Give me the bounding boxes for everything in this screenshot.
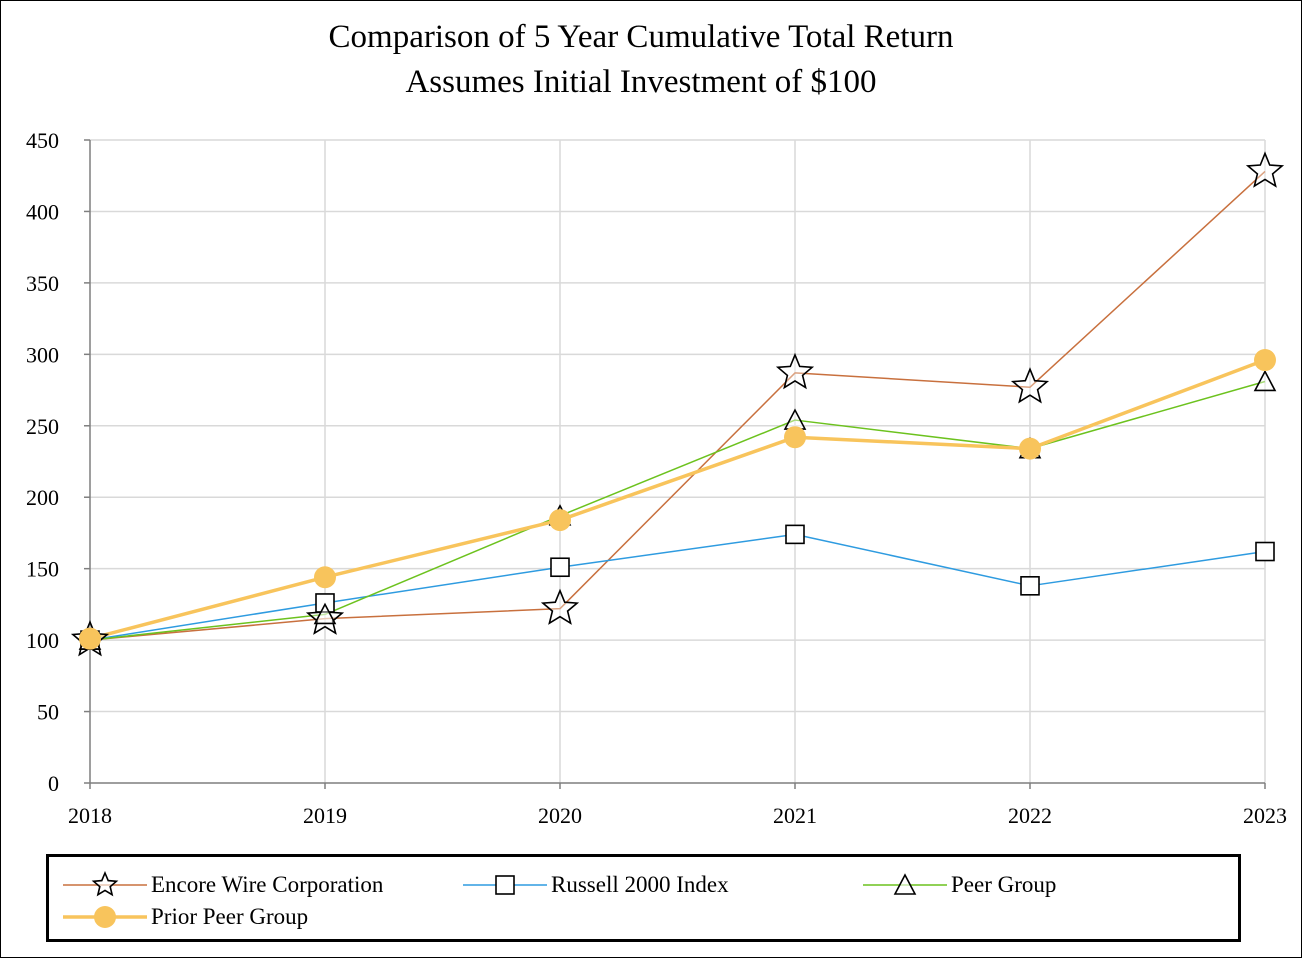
legend-star-marker-icon: [63, 871, 147, 897]
x-tick-label: 2023: [1243, 803, 1287, 828]
y-tick-label: 350: [26, 271, 59, 296]
data-point-circle: [314, 566, 336, 589]
chart-title: Comparison of 5 Year Cumulative Total Re…: [328, 19, 954, 55]
y-tick-label: 0: [48, 771, 59, 796]
legend-label: Encore Wire Corporation: [151, 872, 384, 897]
data-point-star: [775, 352, 815, 390]
y-tick-label: 50: [37, 700, 59, 725]
data-point-circle: [549, 509, 571, 532]
y-tick-label: 300: [26, 342, 59, 367]
series-line-star: [89, 170, 1266, 641]
y-tick-label: 250: [26, 414, 59, 439]
series-line-triangle: [89, 380, 1266, 641]
y-tick-label: 150: [26, 557, 59, 582]
legend-triangle-marker-icon: [863, 873, 947, 895]
data-point-star: [540, 588, 580, 625]
x-tick-label: 2022: [1008, 803, 1052, 828]
data-point-circle: [1019, 437, 1041, 460]
legend-circle-marker-icon: [63, 906, 147, 928]
y-tick-label: 100: [26, 628, 59, 653]
data-point-circle: [1254, 349, 1276, 372]
x-tick-label: 2020: [538, 803, 582, 828]
data-point-circle: [784, 426, 806, 449]
data-point-star: [1245, 151, 1285, 188]
legend-label: Peer Group: [951, 872, 1057, 897]
y-tick-label: 450: [26, 128, 59, 153]
data-point-square: [1255, 541, 1275, 562]
x-tick-label: 2019: [303, 803, 347, 828]
legend: Encore Wire Corporation Russell 2000 Ind…: [46, 854, 1241, 942]
data-point-circle: [79, 627, 101, 650]
chart-subtitle: Assumes Initial Investment of $100: [405, 64, 877, 100]
legend-label: Russell 2000 Index: [551, 872, 729, 897]
series-line-square: [89, 533, 1266, 641]
x-tick-label: 2018: [68, 803, 112, 828]
data-point-square: [785, 524, 805, 545]
data-point-star: [1010, 367, 1050, 404]
y-tick-label: 200: [26, 485, 59, 510]
legend-label: Prior Peer Group: [151, 904, 309, 929]
data-point-star: [305, 598, 345, 635]
data-point-triangle: [313, 602, 337, 625]
line-chart: 0 50 100 150 200 250 300 350 400 450 2018 2019 2020 2…: [26, 128, 1287, 828]
legend-square-marker-icon: [463, 875, 547, 895]
data-point-square: [550, 557, 570, 578]
y-tick-label: 400: [26, 199, 59, 224]
data-point-triangle: [1253, 369, 1277, 392]
data-point-square: [1020, 576, 1040, 596]
series-line-circle: [89, 358, 1266, 641]
x-tick-label: 2021: [773, 803, 817, 828]
